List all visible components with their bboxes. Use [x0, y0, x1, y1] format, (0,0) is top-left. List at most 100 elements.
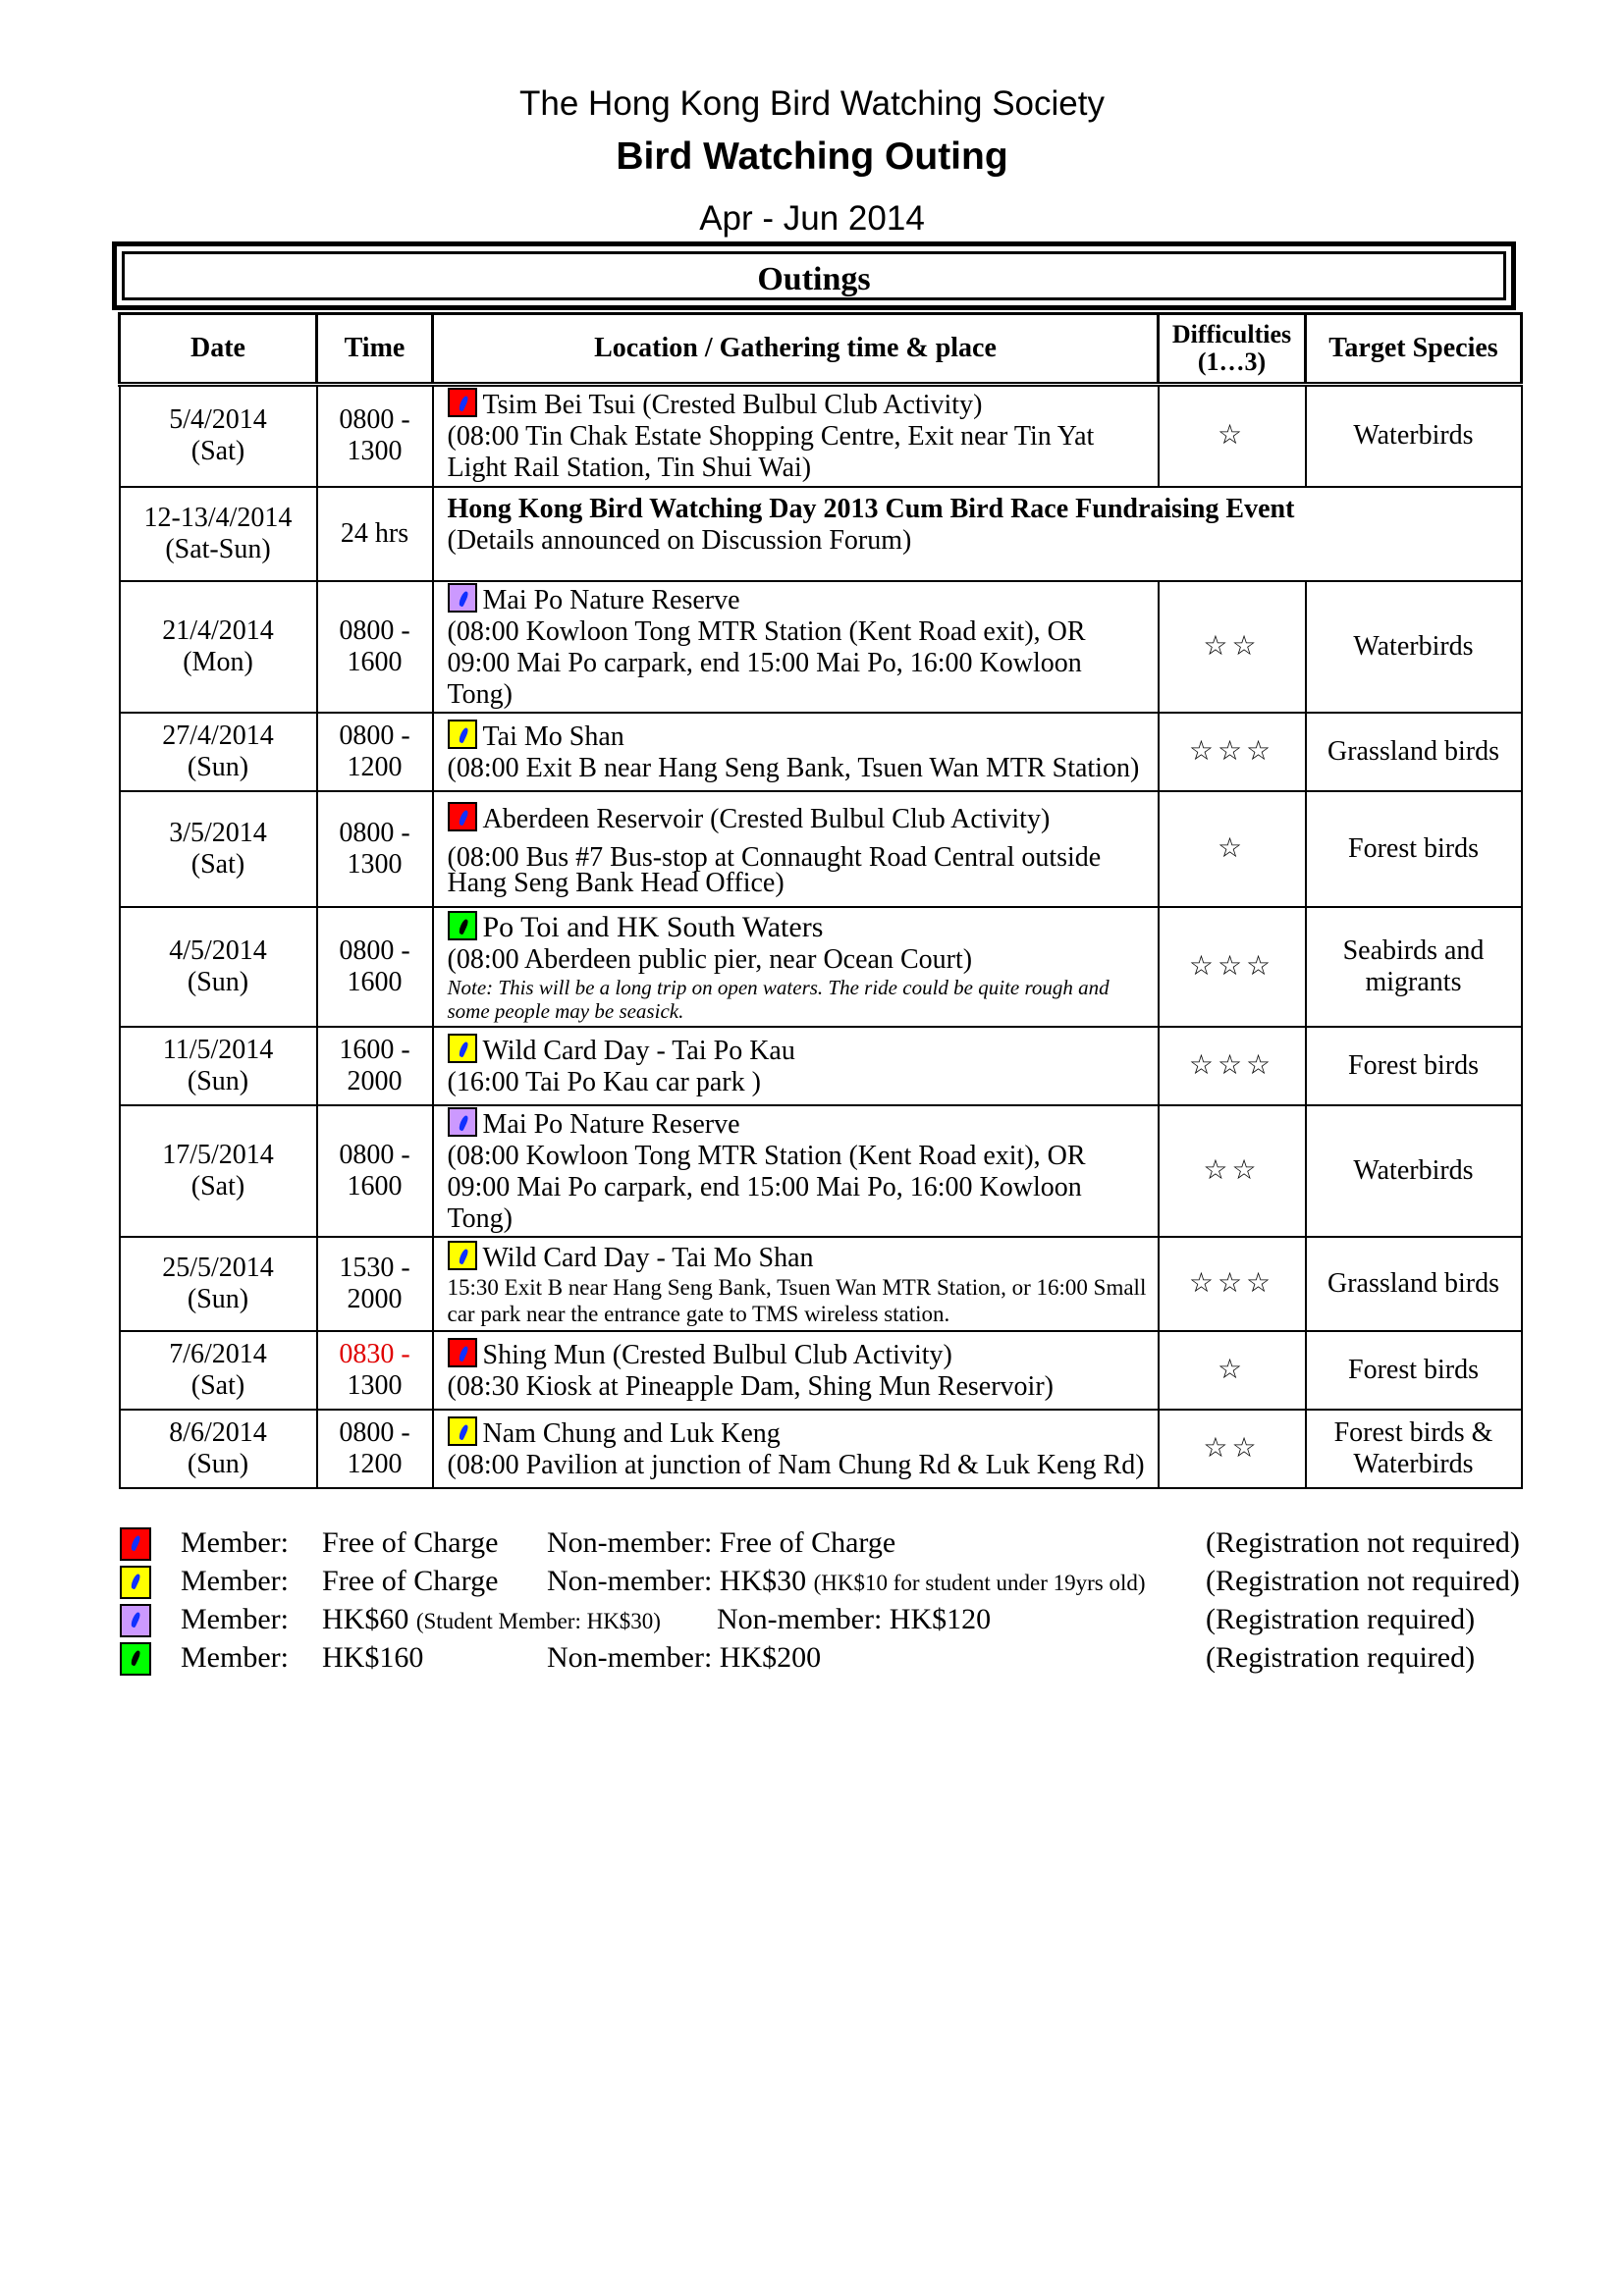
weekday: (Sun) [187, 751, 249, 782]
col-time: Time [315, 312, 434, 387]
difficulty-cell: ☆☆☆ [1157, 1025, 1307, 1106]
date: 5/4/2014 [169, 404, 267, 436]
legend-row: Member: HK$160 Non-member: HK$200 (Registra… [118, 1638, 1532, 1677]
weekday: (Sun) [187, 1065, 249, 1096]
date-cell: 17/5/2014 (Sat) [118, 1103, 318, 1238]
time-start: 0800 - [339, 934, 410, 966]
date: 11/5/2014 [162, 1034, 274, 1065]
time-start: 0800 - [339, 614, 410, 646]
location-name: Mai Po Nature Reserve [482, 1108, 740, 1140]
table-row: 3/5/2014 (Sat) 0800 -1300 Aberdeen Reservoi… [118, 789, 1523, 908]
document-title: Bird Watching Outing [616, 135, 1008, 178]
member-label: Member: [181, 1603, 289, 1635]
location-cell: Aberdeen Reservoir (Crested Bulbul Club … [431, 789, 1160, 908]
gathering-details: (08:00 Tin Chak Estate Shopping Centre, … [447, 421, 1095, 484]
time-start: 0800 - [339, 404, 410, 436]
location-cell: Wild Card Day - Tai Mo Shan 15:30 Exit B … [431, 1235, 1160, 1332]
gathering-details: (08:00 Pavilion at junction of Nam Chung… [447, 1449, 1145, 1480]
time-end: 2000 [347, 1283, 403, 1314]
location-cell: Po Toi and HK South Waters (08:00 Aberdee… [431, 905, 1160, 1028]
difficulty-cell: ☆☆☆ [1157, 1235, 1307, 1332]
header-row: Date Time Location / Gathering time & pl… [118, 312, 1523, 387]
target-species: Forest birds & Waterbirds [1304, 1408, 1523, 1489]
location-cell: Mai Po Nature Reserve (08:00 Kowloon Tong… [431, 1103, 1160, 1238]
weekday: (Sun) [187, 1448, 249, 1479]
nonmember-fee-amount: Non-member: Free of Charge [547, 1526, 896, 1559]
legend-row: Member: Free of Charge Non-member: Free of… [118, 1523, 1532, 1562]
date-cell: 11/5/2014 (Sun) [118, 1025, 318, 1106]
difficulty-cell: ☆ [1157, 383, 1307, 488]
weekday: (Sun) [187, 1283, 249, 1314]
date-cell: 7/6/2014 (Sat) [118, 1329, 318, 1411]
time-cell: 0800 -1600 [315, 579, 434, 714]
fee-category-yellow-icon [447, 1033, 477, 1063]
date-cell: 27/4/2014 (Sun) [118, 711, 318, 792]
registration-requirement: (Registration required) [1206, 1603, 1476, 1635]
table-row: 17/5/2014 (Sat) 0800 -1600 Mai Po Nature Re… [118, 1103, 1523, 1238]
location-name: Po Toi and HK South Waters [482, 910, 824, 943]
nonmember-fee-amount: Non-member: HK$30 [547, 1565, 807, 1597]
weekday: (Sat) [190, 1170, 245, 1201]
fee-category-yellow-icon [447, 1415, 477, 1446]
time-cell: 24 hrs [315, 485, 434, 582]
time-cell: 0800 -1200 [315, 711, 434, 792]
time-start: 1530 - [339, 1252, 410, 1283]
time-start: 1600 - [339, 1034, 410, 1065]
member-fee: Free of Charge [322, 1562, 498, 1600]
fee-category-yellow-icon [120, 1566, 151, 1599]
difficulty-cell: ☆☆ [1157, 579, 1307, 714]
difficulty-cell: ☆☆☆ [1157, 905, 1307, 1028]
location-name: Shing Mun (Crested Bulbul Club Activity) [482, 1339, 952, 1370]
date: 4/5/2014 [169, 934, 267, 966]
time-end: 1600 [347, 1170, 403, 1201]
member-fee-amount: Free of Charge [322, 1565, 499, 1597]
table-row: 27/4/2014 (Sun) 0800 -1200 Tai Mo Shan (08:0… [118, 711, 1523, 792]
target-species: Waterbirds [1304, 579, 1523, 714]
location-cell: Nam Chung and Luk Keng (08:00 Pavilion at… [431, 1408, 1160, 1489]
difficulty-stars: ☆☆☆ [1188, 735, 1275, 767]
date: 12-13/4/2014 [143, 502, 293, 533]
legend-row: Member: HK$60 (Student Member: HK$30) Non-… [118, 1600, 1532, 1638]
member-fee: Free of Charge [322, 1523, 498, 1562]
location-name: Nam Chung and Luk Keng [482, 1417, 781, 1449]
difficulty-cell: ☆☆ [1157, 1103, 1307, 1238]
fee-category-green-icon [447, 910, 477, 940]
weekday: (Sat-Sun) [165, 533, 271, 564]
target-species: Forest birds [1304, 789, 1523, 908]
location-cell: Hong Kong Bird Watching Day 2013 Cum Bir… [431, 485, 1523, 582]
table-row: 21/4/2014 (Mon) 0800 -1600 Mai Po Nature Re… [118, 579, 1523, 714]
difficulty-stars: ☆☆☆ [1188, 1267, 1275, 1299]
outings-table: Date Time Location / Gathering time & pl… [118, 312, 1523, 1489]
period: Apr - Jun 2014 [699, 199, 925, 238]
member-label: Member: [181, 1641, 289, 1674]
registration-requirement: (Registration not required) [1206, 1565, 1520, 1597]
time-end: 2000 [347, 1065, 403, 1096]
time-cell: 0800 -1300 [315, 789, 434, 908]
time-start: 24 hrs [340, 517, 409, 549]
gathering-details: (08:00 Kowloon Tong MTR Station (Kent Ro… [447, 615, 1086, 710]
weekday: (Sat) [190, 436, 245, 467]
registration-requirement: (Registration not required) [1206, 1526, 1520, 1559]
table-row: 12-13/4/2014 (Sat-Sun) 24 hrs Hong Kong Bir… [118, 485, 1523, 582]
date: 25/5/2014 [162, 1252, 274, 1283]
location-cell: Tai Mo Shan (08:00 Exit B near Hang Seng … [431, 711, 1160, 792]
col-target-species: Target Species [1304, 312, 1523, 387]
difficulty-stars: ☆☆☆ [1188, 1049, 1275, 1081]
target-species: Forest birds [1304, 1025, 1523, 1106]
difficulty-stars: ☆☆ [1203, 1432, 1261, 1464]
time-end: 1300 [347, 1369, 403, 1401]
fee-category-yellow-icon [447, 719, 477, 749]
member-label: Member: [181, 1526, 289, 1559]
fee-category-red-icon [447, 388, 477, 418]
time-cell: 0830 -1300 [315, 1329, 434, 1411]
time-start: 0800 - [339, 720, 410, 751]
nonmember-fee: Non-member: Free of Charge [547, 1523, 895, 1562]
target-species: Grassland birds [1304, 711, 1523, 792]
fee-legend: Member: Free of Charge Non-member: Free of… [118, 1523, 1532, 1677]
fee-category-purple-icon [447, 1106, 477, 1137]
table-row: 25/5/2014 (Sun) 1530 -2000 Wild Card Day - … [118, 1235, 1523, 1332]
time-cell: 0800 -1600 [315, 1103, 434, 1238]
table-row: 4/5/2014 (Sun) 0800 -1600 Po Toi and HK Sou… [118, 905, 1523, 1028]
legend-row: Member: Free of Charge Non-member: HK$30 (… [118, 1562, 1532, 1600]
difficulty-cell: ☆ [1157, 1329, 1307, 1411]
